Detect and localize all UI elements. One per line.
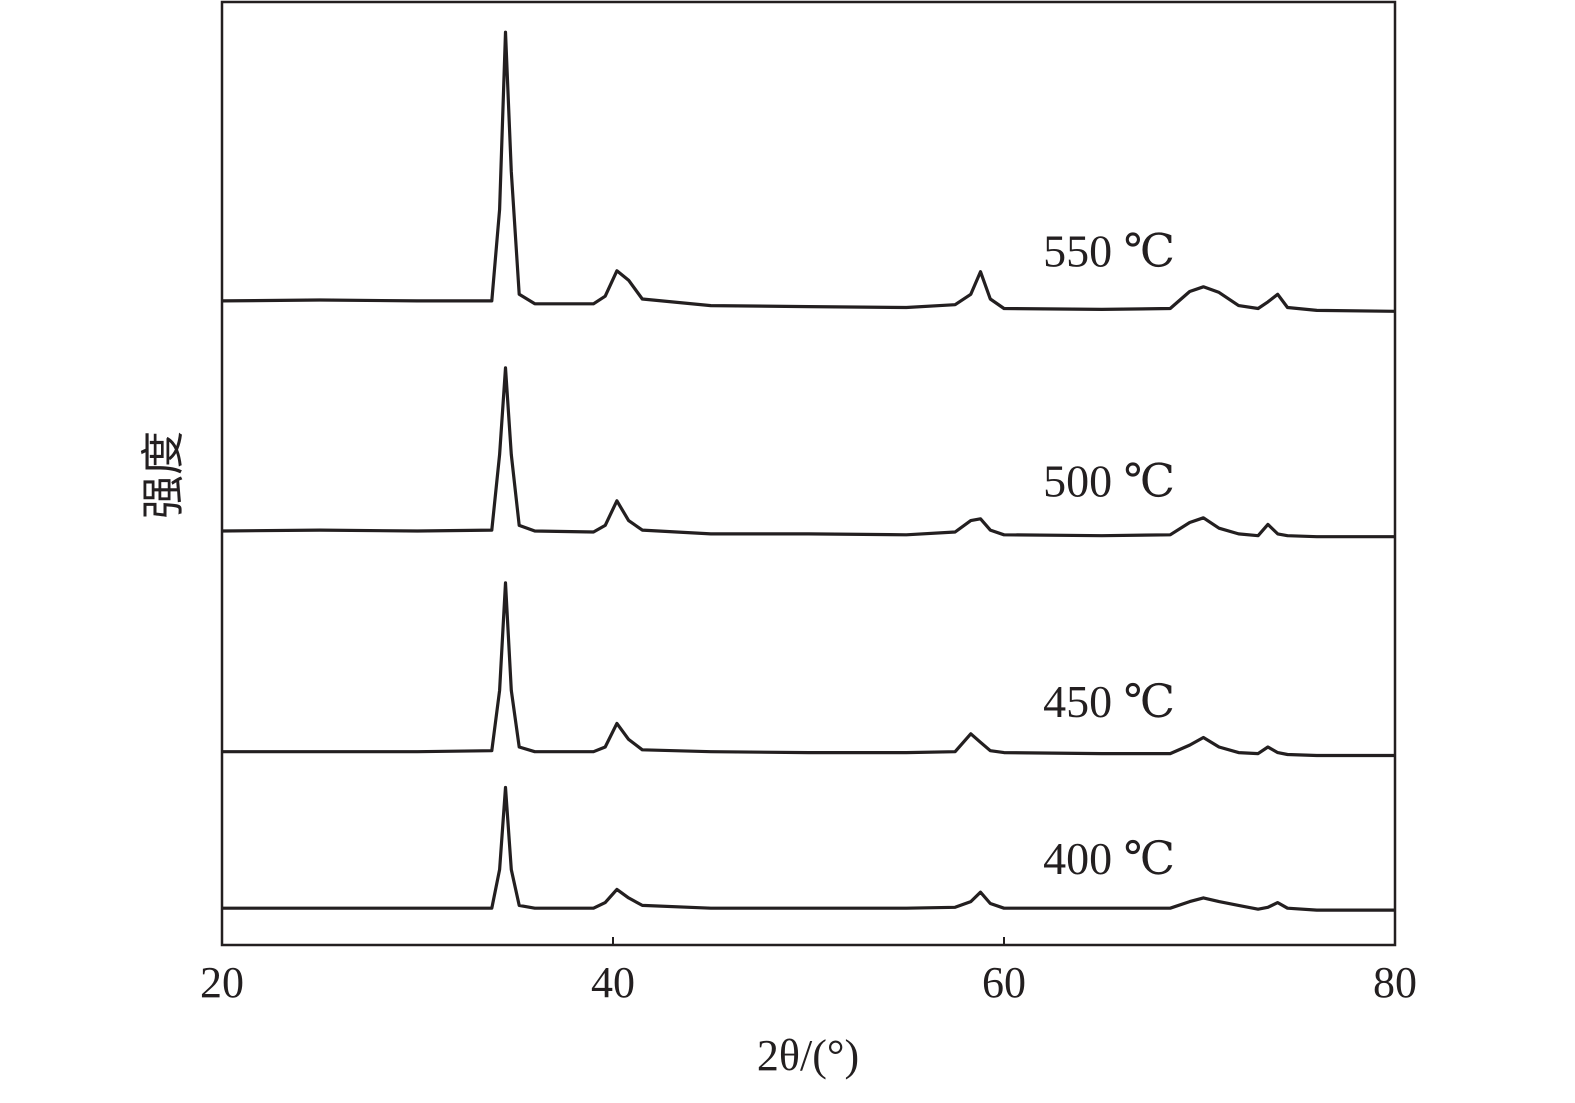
xrd-line	[221, 366, 1395, 539]
y-axis-label: 强度	[139, 431, 188, 519]
series-label: 400 ℃	[1043, 833, 1175, 884]
x-axis-label: 2θ/(°)	[757, 1031, 859, 1080]
x-tick-label: 40	[591, 958, 635, 1007]
xrd-line	[221, 30, 1396, 313]
series-label: 550 ℃	[1043, 225, 1175, 276]
series-label: 500 ℃	[1043, 456, 1175, 507]
x-tick-label: 80	[1373, 958, 1417, 1007]
series-label: 450 ℃	[1043, 676, 1175, 727]
x-tick-label: 60	[982, 958, 1026, 1007]
xrd-line	[222, 581, 1395, 758]
xrd-line	[222, 785, 1395, 912]
x-tick-label: 20	[200, 958, 244, 1007]
plot-frame	[220, 0, 1397, 947]
